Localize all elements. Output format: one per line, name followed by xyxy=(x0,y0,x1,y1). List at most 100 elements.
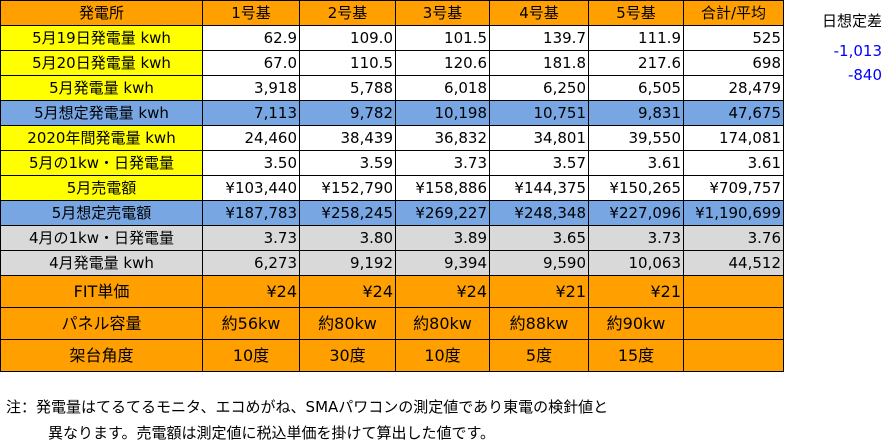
table-cell: 7,113 xyxy=(202,100,300,126)
table-row: 5月想定発電量 kwh 7,113 9,782 10,198 10,751 9,831 47… xyxy=(0,100,784,126)
table-cell: 3.59 xyxy=(299,150,396,176)
table-cell xyxy=(683,275,784,308)
row-label: パネル容量 xyxy=(0,307,203,340)
table-cell: ¥24 xyxy=(299,275,396,308)
table-cell: 9,782 xyxy=(299,100,396,126)
table-cell: 3.65 xyxy=(489,225,589,251)
table-cell: 10,198 xyxy=(395,100,490,126)
table-cell: 5度 xyxy=(489,339,589,372)
footnote-line: 注：発電量はてるてるモニタ、エコめがね、SMAパワコンの測定値であり東電の検針値… xyxy=(6,398,609,416)
table-row: 4月の1kw・日発電量 3.73 3.80 3.89 3.65 3.73 3.76 xyxy=(0,225,784,251)
table-cell: 6,273 xyxy=(202,250,300,276)
table-row: 架台角度 10度 30度 10度 5度 15度 xyxy=(0,339,784,372)
table-cell xyxy=(683,339,784,372)
side-panel-value: -840 xyxy=(847,66,882,84)
table-row: 5月20日発電量 kwh 67.0 110.5 120.6 181.8 217.6 698 xyxy=(0,50,784,76)
table-cell: 約90kw xyxy=(588,307,684,340)
header-cell: 2号基 xyxy=(299,0,396,26)
table-cell: 6,018 xyxy=(395,75,490,101)
table-cell: 3.73 xyxy=(202,225,300,251)
table-row: 2020年間発電量 kwh 24,460 38,439 36,832 34,801 39,… xyxy=(0,125,784,151)
table-cell: 698 xyxy=(683,50,784,76)
table-row: パネル容量 約56kw 約80kw 約80kw 約88kw 約90kw xyxy=(0,307,784,340)
row-label: 2020年間発電量 kwh xyxy=(0,125,203,151)
table-cell: 36,832 xyxy=(395,125,490,151)
row-label: 5月19日発電量 kwh xyxy=(0,25,203,51)
row-label: 4月発電量 kwh xyxy=(0,250,203,276)
table-cell: ¥258,245 xyxy=(299,200,396,226)
side-panel-title: 日想定差 xyxy=(821,12,882,30)
table-cell: 34,801 xyxy=(489,125,589,151)
table-cell: 111.9 xyxy=(588,25,684,51)
table-cell: 15度 xyxy=(588,339,684,372)
table-cell: 174,081 xyxy=(683,125,784,151)
row-label: 4月の1kw・日発電量 xyxy=(0,225,203,251)
table-cell: 110.5 xyxy=(299,50,396,76)
table-cell: ¥227,096 xyxy=(588,200,684,226)
table-cell: ¥21 xyxy=(588,275,684,308)
row-label: 5月発電量 kwh xyxy=(0,75,203,101)
table-cell: ¥158,886 xyxy=(395,175,490,201)
header-station-label: 発電所 xyxy=(0,0,203,26)
table-cell: 38,439 xyxy=(299,125,396,151)
row-label: 5月売電額 xyxy=(0,175,203,201)
footnote-line: 異なります。売電額は測定値に税込単価を掛けて算出した値です。 xyxy=(48,424,496,442)
table-cell: 39,550 xyxy=(588,125,684,151)
header-cell: 1号基 xyxy=(202,0,300,26)
table-cell: 6,505 xyxy=(588,75,684,101)
table-row: 5月売電額 ¥103,440 ¥152,790 ¥158,886 ¥144,375 ¥15… xyxy=(0,175,784,201)
table-cell: 67.0 xyxy=(202,50,300,76)
table-cell: 9,831 xyxy=(588,100,684,126)
table-cell: 3.73 xyxy=(588,225,684,251)
table-cell: 28,479 xyxy=(683,75,784,101)
table-cell: 5,788 xyxy=(299,75,396,101)
table-cell: 約80kw xyxy=(395,307,490,340)
table-cell: 44,512 xyxy=(683,250,784,276)
row-label: 5月想定発電量 kwh xyxy=(0,100,203,126)
table-cell: 3.73 xyxy=(395,150,490,176)
header-cell: 合計/平均 xyxy=(683,0,784,26)
table-cell: ¥144,375 xyxy=(489,175,589,201)
table-cell: ¥150,265 xyxy=(588,175,684,201)
table-cell: 3,918 xyxy=(202,75,300,101)
table-cell: 3.61 xyxy=(588,150,684,176)
table-cell: 10,063 xyxy=(588,250,684,276)
table-cell: ¥103,440 xyxy=(202,175,300,201)
table-cell: 525 xyxy=(683,25,784,51)
table-cell: 3.80 xyxy=(299,225,396,251)
row-label: 5月想定売電額 xyxy=(0,200,203,226)
table-cell: ¥1,190,699 xyxy=(683,200,784,226)
table-row: 4月発電量 kwh 6,273 9,192 9,394 9,590 10,063 44,51… xyxy=(0,250,784,276)
table-cell: 約56kw xyxy=(202,307,300,340)
table-cell: 120.6 xyxy=(395,50,490,76)
table-cell: 3.50 xyxy=(202,150,300,176)
table-cell: 10度 xyxy=(202,339,300,372)
table-cell: 10,751 xyxy=(489,100,589,126)
table-cell: 9,590 xyxy=(489,250,589,276)
table-row: FIT単価 ¥24 ¥24 ¥24 ¥21 ¥21 xyxy=(0,275,784,308)
table-cell: 24,460 xyxy=(202,125,300,151)
row-label: 5月の1kw・日発電量 xyxy=(0,150,203,176)
table-cell: 3.57 xyxy=(489,150,589,176)
table-cell: ¥24 xyxy=(395,275,490,308)
header-cell: 3号基 xyxy=(395,0,490,26)
table-cell: 47,675 xyxy=(683,100,784,126)
table-cell: 3.76 xyxy=(683,225,784,251)
table-cell: ¥21 xyxy=(489,275,589,308)
table-cell: 30度 xyxy=(299,339,396,372)
table-cell: ¥24 xyxy=(202,275,300,308)
table-row: 5月発電量 kwh 3,918 5,788 6,018 6,250 6,505 28,479 xyxy=(0,75,784,101)
table-cell: ¥187,783 xyxy=(202,200,300,226)
table-cell: 62.9 xyxy=(202,25,300,51)
table-cell: 3.89 xyxy=(395,225,490,251)
table-cell: 3.61 xyxy=(683,150,784,176)
header-cell: 4号基 xyxy=(489,0,589,26)
table-cell: ¥269,227 xyxy=(395,200,490,226)
table-cell: 10度 xyxy=(395,339,490,372)
table-cell: ¥248,348 xyxy=(489,200,589,226)
table-cell: 約88kw xyxy=(489,307,589,340)
table-cell: ¥709,757 xyxy=(683,175,784,201)
row-label: FIT単価 xyxy=(0,275,203,308)
table-row: 5月19日発電量 kwh 62.9 109.0 101.5 139.7 111.9 525 xyxy=(0,25,784,51)
table-row: 5月の1kw・日発電量 3.50 3.59 3.73 3.57 3.61 3.61 xyxy=(0,150,784,176)
